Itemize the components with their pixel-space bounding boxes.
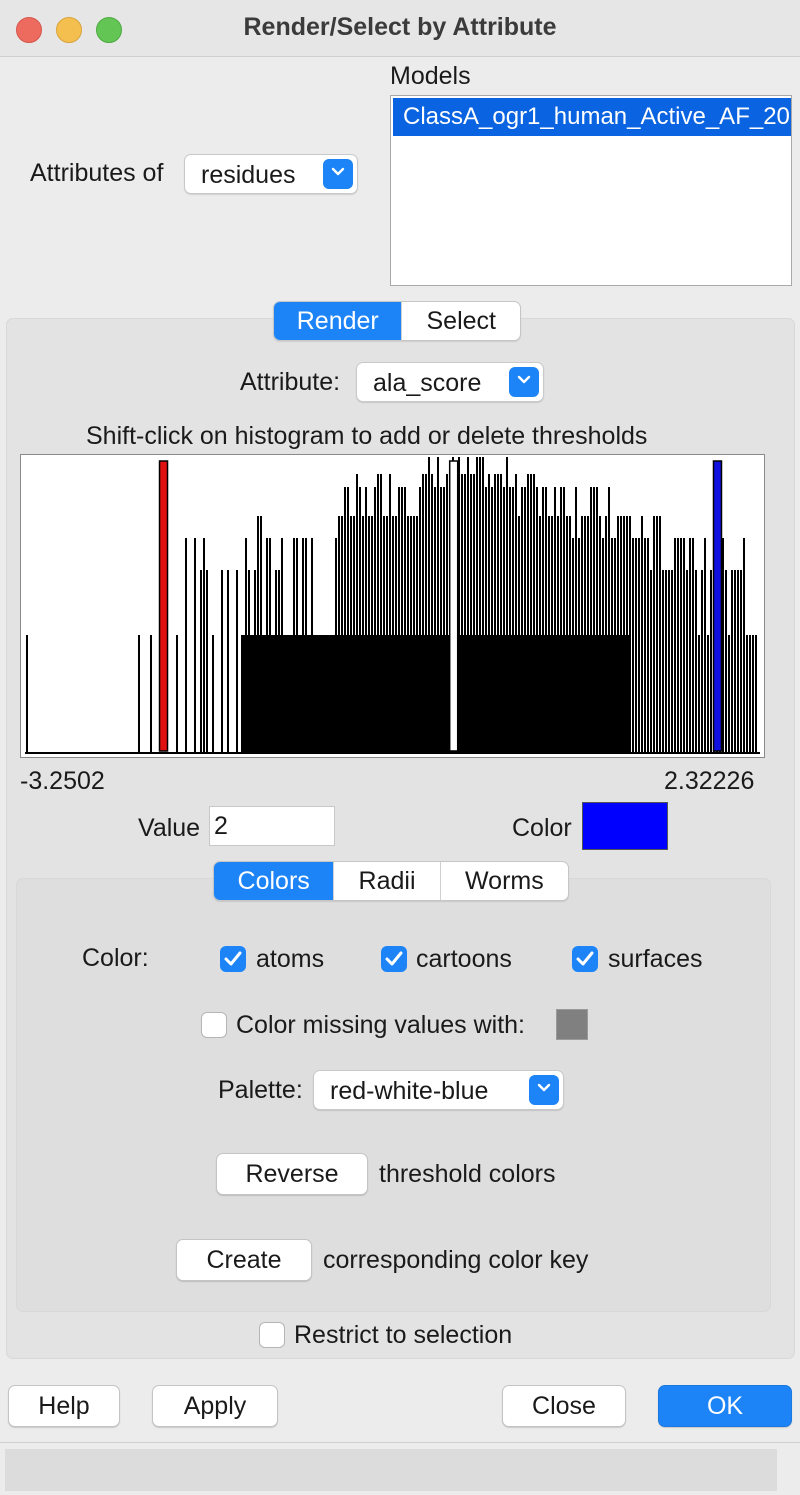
reverse-text: threshold colors xyxy=(379,1160,556,1188)
tab-select[interactable]: Select xyxy=(426,307,496,335)
threshold-color-well[interactable] xyxy=(582,802,668,850)
models-label: Models xyxy=(390,62,471,90)
threshold-marker-0[interactable] xyxy=(158,460,169,752)
attribute-label: Attribute: xyxy=(240,368,341,396)
close-window-button[interactable] xyxy=(16,17,42,43)
threshold-marker-1[interactable] xyxy=(448,460,459,752)
minimize-window-button[interactable] xyxy=(56,17,82,43)
surfaces-checkbox[interactable] xyxy=(572,946,598,972)
attribute-value: ala_score xyxy=(373,369,482,397)
title-bar: Render/Select by Attribute xyxy=(0,0,800,57)
models-list-item[interactable]: ClassA_ogr1_human_Active_AF_20 xyxy=(393,98,791,136)
chevron-down-icon xyxy=(529,1075,559,1105)
cartoons-checkbox[interactable] xyxy=(381,946,407,972)
checkmark-icon xyxy=(576,951,594,966)
apply-button[interactable]: Apply xyxy=(152,1385,278,1427)
tab-worms[interactable]: Worms xyxy=(465,867,544,895)
attributes-of-label: Attributes of xyxy=(30,159,164,187)
mode-tabs: Render Select xyxy=(273,301,521,341)
tab-radii[interactable]: Radii xyxy=(334,862,441,900)
restrict-label: Restrict to selection xyxy=(294,1321,513,1349)
chevron-down-icon xyxy=(509,367,539,397)
palette-label: Palette: xyxy=(218,1076,303,1104)
create-text: corresponding color key xyxy=(323,1246,589,1274)
threshold-marker-2[interactable] xyxy=(712,460,723,752)
ok-button[interactable]: OK xyxy=(658,1385,792,1427)
histogram-max-label: 2.32226 xyxy=(664,767,755,795)
attribute-popup[interactable]: ala_score xyxy=(356,362,544,402)
palette-popup[interactable]: red-white-blue xyxy=(313,1070,564,1110)
cartoons-label: cartoons xyxy=(416,945,512,973)
histogram-bars xyxy=(26,457,757,753)
zoom-window-button[interactable] xyxy=(96,17,122,43)
histogram[interactable] xyxy=(20,454,765,758)
models-list[interactable]: ClassA_ogr1_human_Active_AF_20 xyxy=(390,95,792,286)
reverse-button[interactable]: Reverse xyxy=(216,1153,368,1195)
status-field xyxy=(5,1449,777,1491)
surfaces-label: surfaces xyxy=(608,945,703,973)
value-label: Value xyxy=(138,814,201,842)
palette-value: red-white-blue xyxy=(330,1077,489,1105)
color-missing-checkbox[interactable] xyxy=(201,1012,227,1038)
color-missing-label: Color missing values with: xyxy=(236,1011,525,1039)
create-button[interactable]: Create xyxy=(176,1239,312,1281)
atoms-checkbox[interactable] xyxy=(220,946,246,972)
histogram-plot[interactable] xyxy=(21,455,764,757)
color-label: Color xyxy=(512,814,572,842)
missing-color-well[interactable] xyxy=(556,1009,588,1040)
color-targets-label: Color: xyxy=(82,944,149,972)
render-type-tabs: Colors Radii Worms xyxy=(213,861,569,901)
restrict-checkbox[interactable] xyxy=(259,1322,285,1348)
status-bar xyxy=(0,1442,800,1495)
help-button[interactable]: Help xyxy=(8,1385,120,1427)
histogram-core xyxy=(241,635,631,753)
close-button[interactable]: Close xyxy=(502,1385,626,1427)
tab-render[interactable]: Render xyxy=(274,302,403,340)
histogram-hint: Shift-click on histogram to add or delet… xyxy=(86,422,648,450)
value-input[interactable]: 2 xyxy=(209,806,335,846)
window-title: Render/Select by Attribute xyxy=(243,13,557,41)
tab-colors[interactable]: Colors xyxy=(214,862,335,900)
histogram-min-label: -3.2502 xyxy=(20,767,105,795)
chevron-down-icon xyxy=(323,159,353,189)
checkmark-icon xyxy=(224,951,242,966)
attributes-of-value: residues xyxy=(201,161,296,189)
attributes-of-popup[interactable]: residues xyxy=(184,154,358,194)
atoms-label: atoms xyxy=(256,945,325,973)
checkmark-icon xyxy=(385,951,403,966)
